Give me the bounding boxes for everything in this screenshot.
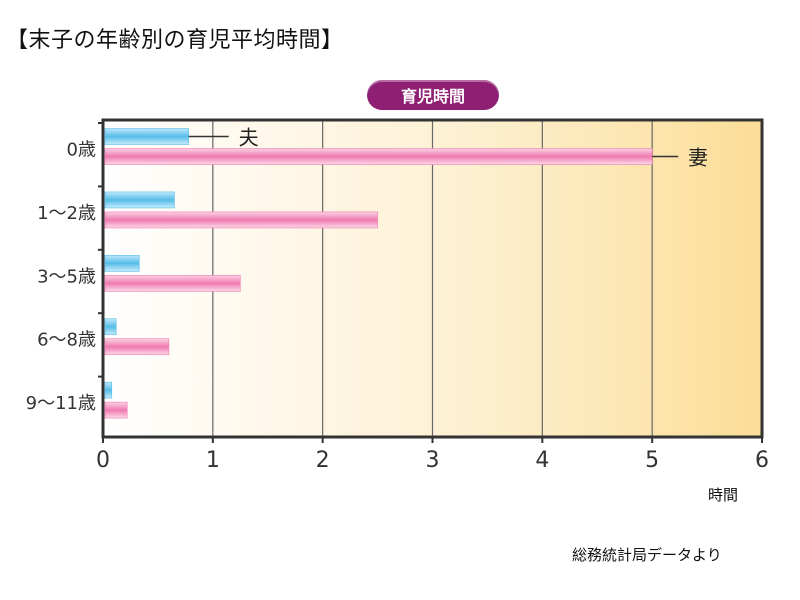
bar-husband bbox=[104, 128, 189, 145]
bar-wife bbox=[104, 338, 170, 356]
x-tick-label: 1 bbox=[206, 448, 220, 473]
x-tick-label: 4 bbox=[535, 448, 549, 473]
legend-badge: 育児時間 bbox=[367, 80, 499, 110]
bar-wife bbox=[104, 211, 378, 229]
bar-husband bbox=[104, 191, 175, 209]
x-tick-label: 6 bbox=[755, 448, 769, 473]
x-axis-label: 時間 bbox=[708, 486, 739, 504]
category-label: 3～5歳 bbox=[37, 266, 96, 287]
bar-husband bbox=[104, 318, 117, 336]
bar-wife bbox=[104, 401, 128, 419]
x-tick-label: 0 bbox=[96, 448, 110, 473]
source-note: 総務統計局データより bbox=[572, 546, 722, 564]
x-tick-label: 5 bbox=[645, 448, 659, 473]
category-labels: 0歳 1～2歳 3～5歳 6～8歳 9～11歳 bbox=[26, 122, 103, 414]
x-ticks: 0 1 2 3 4 5 6 bbox=[96, 437, 769, 473]
bar-wife bbox=[104, 148, 653, 165]
x-tick-label: 2 bbox=[316, 448, 330, 473]
x-tick-label: 3 bbox=[426, 448, 440, 473]
bar-wife bbox=[104, 275, 241, 292]
category-label: 0歳 bbox=[67, 140, 96, 161]
bar-husband bbox=[104, 381, 113, 399]
page-title: 【末子の年齢別の育児平均時間】 bbox=[6, 28, 344, 53]
category-label: 6～8歳 bbox=[37, 330, 96, 351]
bars bbox=[104, 128, 653, 419]
category-label: 1～2歳 bbox=[37, 203, 96, 224]
bar-husband bbox=[104, 255, 140, 272]
annotation-label: 夫 bbox=[239, 126, 259, 150]
annotations: 夫妻 bbox=[188, 126, 708, 170]
category-label: 9～11歳 bbox=[26, 393, 96, 414]
annotation-label: 妻 bbox=[688, 146, 708, 170]
